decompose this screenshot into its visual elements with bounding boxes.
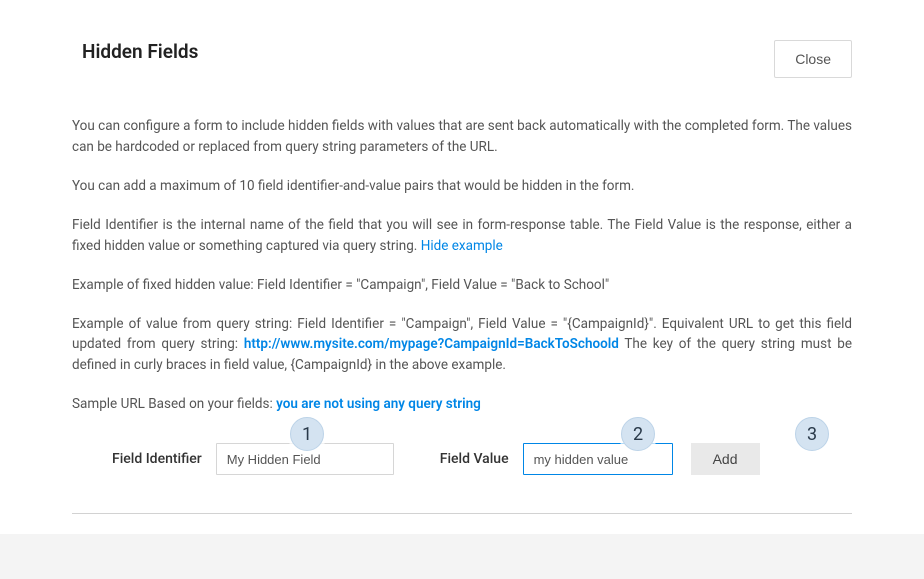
callout-badge-3: 3: [795, 417, 829, 451]
description-2: You can add a maximum of 10 field identi…: [72, 176, 852, 197]
page-title: Hidden Fields: [72, 40, 198, 63]
example-url-link[interactable]: http://www.mysite.com/mypage?CampaignId=…: [244, 336, 619, 352]
hidden-fields-panel: Hidden Fields Close You can configure a …: [0, 0, 924, 534]
close-button[interactable]: Close: [774, 40, 852, 78]
add-button[interactable]: Add: [691, 443, 760, 475]
divider: [72, 513, 852, 514]
callout-badge-2: 2: [621, 417, 655, 451]
sample-url-prefix: Sample URL Based on your fields:: [72, 396, 276, 412]
field-form-row: 1 2 3 Field Identifier Field Value Add: [72, 433, 852, 505]
hide-example-link[interactable]: Hide example: [421, 238, 503, 254]
description-1: You can configure a form to include hidd…: [72, 116, 852, 158]
sample-url-link[interactable]: you are not using any query string: [276, 396, 481, 412]
field-value-label: Field Value: [440, 451, 509, 467]
field-identifier-label: Field Identifier: [112, 451, 202, 467]
example-fixed: Example of fixed hidden value: Field Ide…: [72, 275, 852, 296]
header-row: Hidden Fields Close: [72, 40, 852, 78]
callout-badge-1: 1: [290, 417, 324, 451]
field-value-input[interactable]: [523, 443, 673, 475]
example-querystring: Example of value from query string: Fiel…: [72, 314, 852, 377]
sample-url-line: Sample URL Based on your fields: you are…: [72, 394, 852, 415]
description-3: Field Identifier is the internal name of…: [72, 215, 852, 257]
